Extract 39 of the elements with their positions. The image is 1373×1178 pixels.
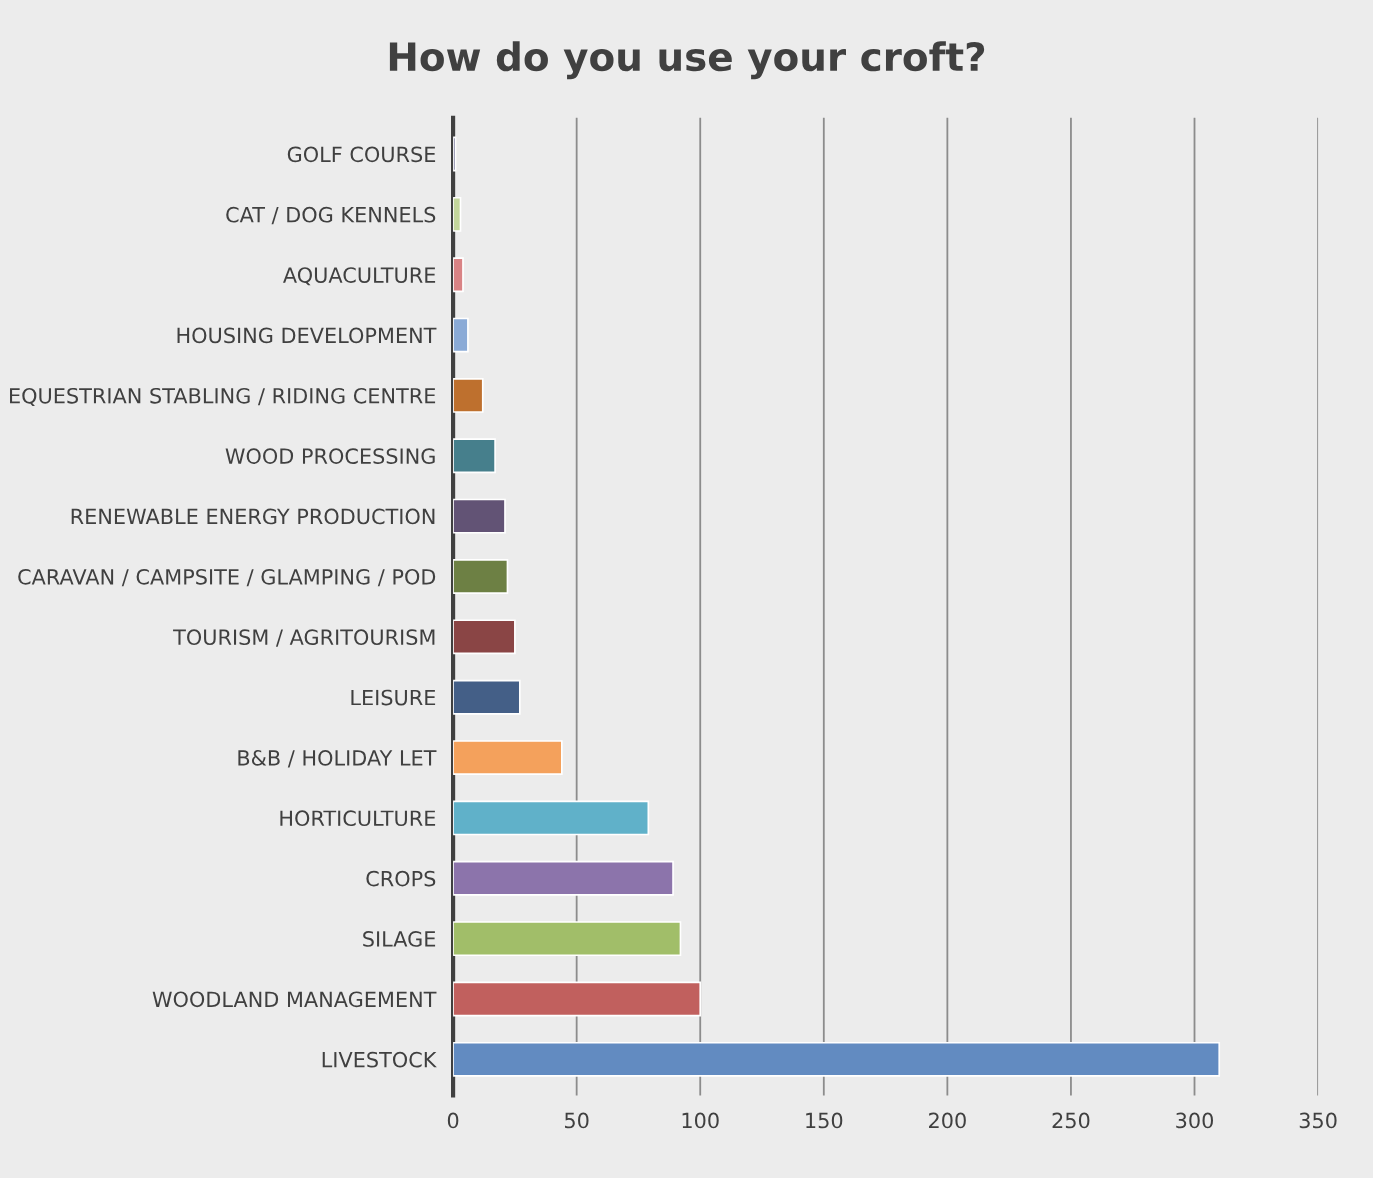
bar [453,438,496,474]
y-tick-label: RENEWABLE ENERGY PRODUCTION [71,508,435,525]
bar [453,498,506,534]
y-tick-label: CROPS [366,870,436,887]
y-tick-label: WOOD PROCESSING [225,448,435,464]
x-tick-label: 200 [929,1112,966,1129]
bar [453,619,516,655]
bar [453,317,469,353]
bar [453,800,650,836]
y-tick-label: HOUSING DEVELOPMENT [177,327,437,344]
y-tick-label: GOLF COURSE [287,146,436,163]
bar [453,860,674,896]
y-tick-label: AQUACULTURE [283,267,436,286]
x-tick-label: 150 [806,1112,843,1129]
x-tick-label: 0 [447,1112,459,1129]
bar [453,679,521,715]
bar [453,559,509,594]
y-tick-label: EQUESTRIAN STABLING / RIDING CENTRE [10,387,436,407]
chart-title: How do you use your croft? [389,41,985,80]
y-tick-label: TOURISM / AGRITOURISM [173,629,435,647]
y-tick-label: B&B / HOLIDAY LET [238,750,437,768]
y-tick-label: WOODLAND MANAGEMENT [152,991,437,1008]
bar [453,377,484,413]
y-tick-label: SILAGE [363,931,436,947]
y-tick-label: LIVESTOCK [322,1051,437,1068]
bar [453,1041,1221,1077]
x-tick-label: 100 [682,1112,719,1129]
x-tick-label: 250 [1052,1112,1090,1129]
y-tick-label: LEISURE [351,689,436,706]
x-tick-label: 50 [565,1112,589,1129]
bar [453,921,682,957]
y-tick-label: HORTICULTURE [280,810,436,827]
bar [453,740,563,775]
x-tick-label: 300 [1176,1112,1214,1129]
bar [453,981,702,1017]
bar [453,257,464,293]
x-tick-label: 350 [1299,1112,1337,1129]
y-tick-label: CARAVAN / CAMPSITE / GLAMPING / POD [18,568,436,587]
y-tick-label: CAT / DOG KENNELS [226,206,436,225]
